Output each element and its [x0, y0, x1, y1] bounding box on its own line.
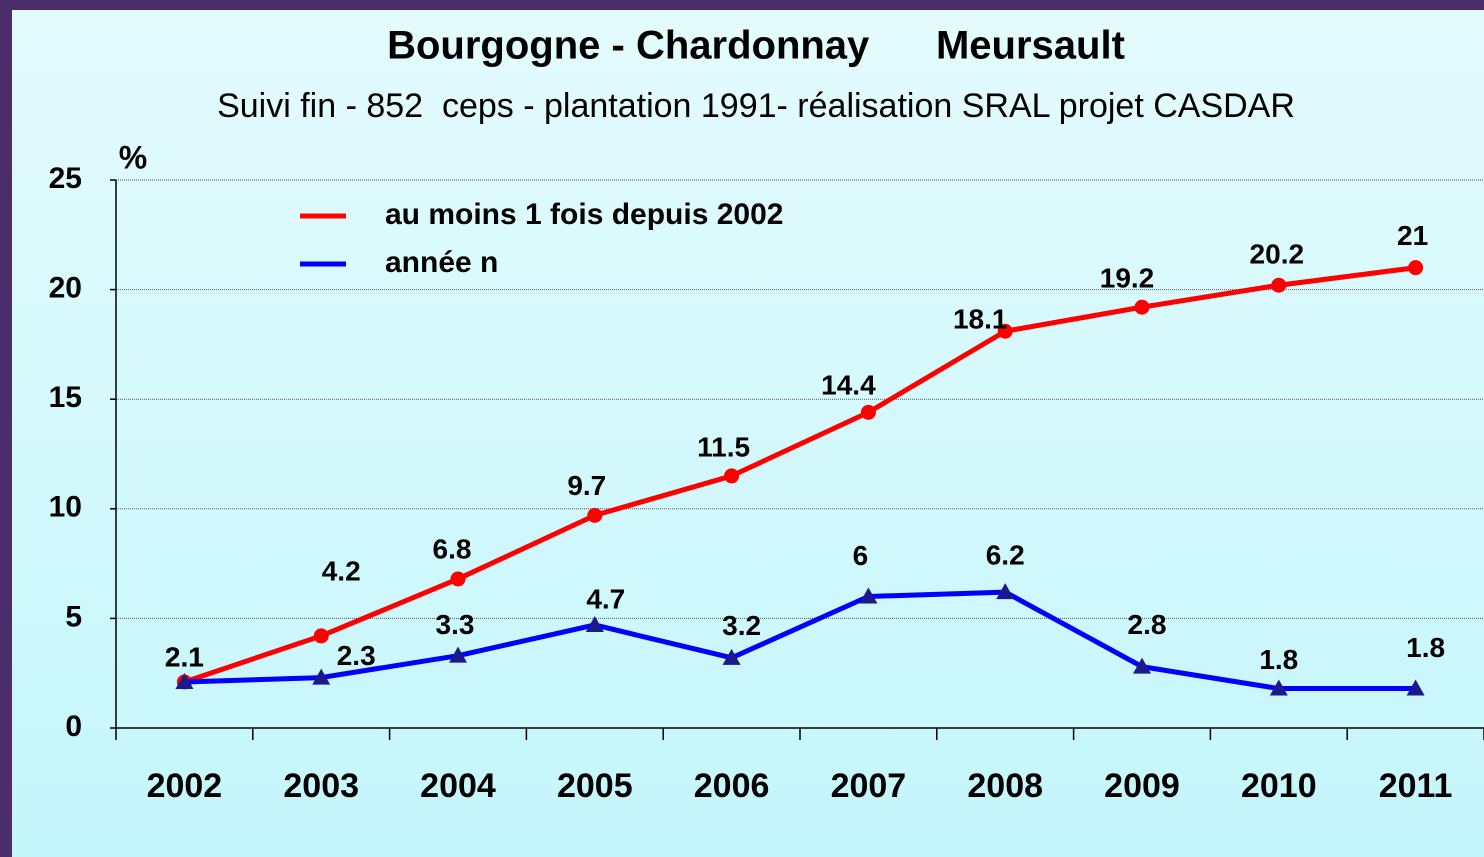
y-axis-label: % — [119, 139, 147, 175]
line-series — [183, 265, 1416, 685]
data-label: 21 — [1397, 220, 1428, 251]
y-tick-label: 25 — [49, 162, 82, 195]
marker — [860, 404, 876, 420]
x-tick-label: 2008 — [967, 767, 1043, 805]
data-label: 2.1 — [165, 641, 204, 672]
x-tick-label: 2006 — [694, 767, 770, 805]
line-series — [184, 589, 1416, 692]
data-label: 2.1 — [165, 641, 204, 672]
marker — [996, 583, 1015, 600]
x-tick-label: 2011 — [1379, 767, 1453, 805]
x-tick-label: 2002 — [147, 767, 223, 805]
data-label: 6 — [853, 540, 869, 571]
data-label: 11.5 — [697, 431, 750, 462]
marker — [722, 648, 741, 665]
marker — [313, 628, 329, 644]
marker — [175, 672, 194, 689]
frame-top — [0, 0, 1484, 10]
chart-subtitle: Suivi fin - 852 ceps - plantation 1991- … — [217, 87, 1295, 125]
legend-label: année n — [385, 246, 498, 279]
marker — [1271, 277, 1287, 293]
marker — [724, 468, 740, 484]
data-label: 6.2 — [986, 539, 1025, 570]
data-label: 6.8 — [433, 533, 472, 564]
data-label: 3.3 — [436, 609, 475, 640]
marker — [449, 646, 467, 663]
marker — [1134, 299, 1150, 315]
x-tick-label: 2005 — [557, 767, 633, 805]
marker — [585, 615, 604, 632]
data-label: 4.7 — [586, 583, 625, 614]
marker — [997, 323, 1013, 339]
data-label: 9.7 — [567, 470, 606, 501]
data-label: 4.2 — [322, 555, 361, 586]
marker — [1133, 657, 1151, 674]
y-tick-label: 15 — [49, 381, 82, 414]
y-tick-label: 0 — [65, 710, 82, 743]
marker — [1269, 679, 1288, 696]
data-label: 1.8 — [1259, 644, 1298, 675]
chart-title: Bourgogne - Chardonnay Meursault — [387, 24, 1125, 68]
x-tick-label: 2009 — [1104, 767, 1180, 805]
marker — [587, 507, 603, 523]
y-tick-label: 20 — [49, 272, 82, 305]
x-tick-label: 2010 — [1241, 767, 1317, 805]
data-label: 20.2 — [1250, 239, 1305, 270]
y-tick-label: 10 — [49, 491, 82, 524]
data-label: 19.2 — [1100, 263, 1155, 294]
data-label: 2.3 — [337, 640, 376, 671]
data-label: 3.2 — [722, 610, 761, 641]
x-tick-label: 2007 — [831, 767, 907, 805]
marker — [1408, 260, 1424, 276]
marker — [450, 571, 466, 587]
marker — [859, 587, 878, 604]
y-tick-label: 5 — [65, 600, 82, 633]
data-label: 18.1 — [953, 304, 1008, 335]
x-tick-label: 2004 — [420, 767, 496, 805]
legend-label: au moins 1 fois depuis 2002 — [385, 198, 783, 231]
x-tick-label: 2003 — [283, 767, 359, 805]
data-label: 2.8 — [1128, 609, 1167, 640]
frame-left — [0, 0, 12, 857]
marker — [312, 668, 331, 685]
data-label: 14.4 — [821, 370, 876, 401]
data-label: 1.8 — [1406, 632, 1445, 663]
marker — [1406, 679, 1425, 696]
